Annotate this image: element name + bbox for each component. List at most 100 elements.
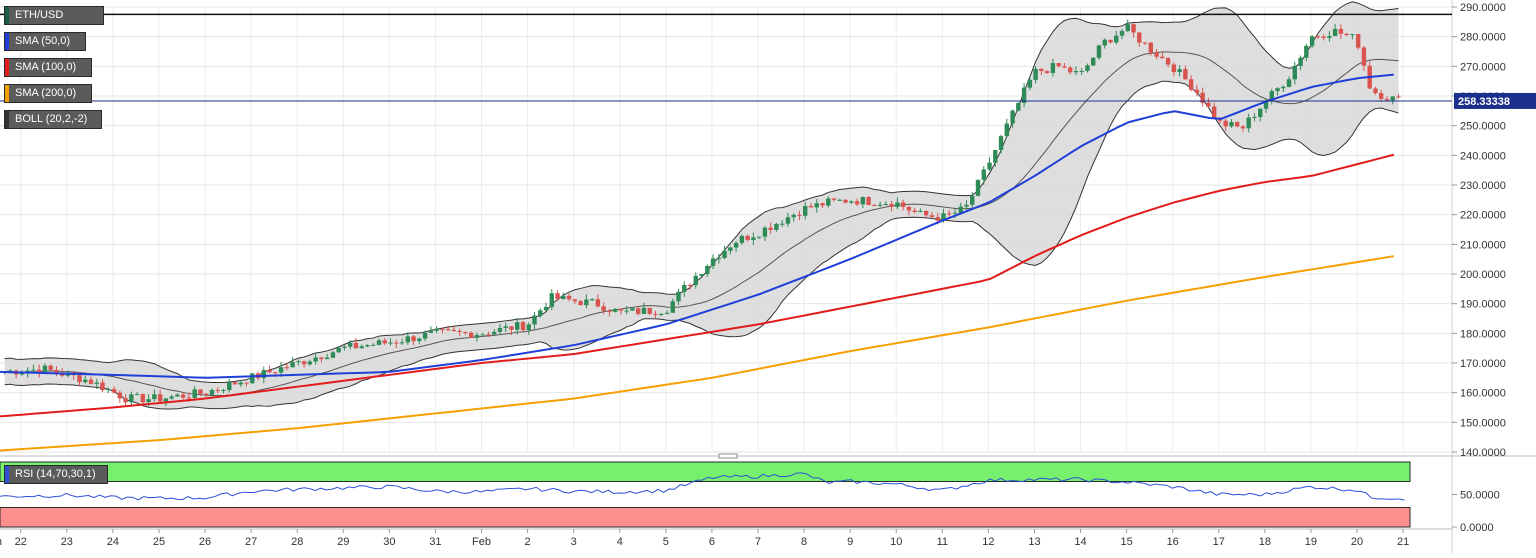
candle-body-163 — [941, 213, 946, 221]
y-tick-label-10: 190.0000 — [1460, 299, 1506, 311]
candle-body-168 — [970, 195, 975, 205]
candle-body-142 — [820, 203, 825, 206]
candle-body-205 — [1183, 69, 1188, 80]
candle-body-42 — [244, 382, 249, 384]
candle-body-1 — [8, 370, 13, 372]
candle-body-90 — [520, 322, 526, 331]
candle-body-119 — [687, 284, 693, 286]
candle-body-149 — [860, 197, 866, 205]
candle-body-21 — [123, 398, 128, 403]
candle-body-115 — [664, 312, 670, 314]
x-tick-label-24: 14 — [1074, 536, 1086, 548]
legend-ethusd[interactable]: ETH/USD — [4, 6, 104, 25]
candle-body-225 — [1298, 57, 1303, 66]
candle-body-63 — [365, 345, 370, 347]
candle-body-218 — [1258, 108, 1263, 118]
candle-body-177 — [1021, 87, 1027, 103]
candle-body-109 — [630, 308, 635, 311]
last-price-badge — [1454, 92, 1536, 109]
candle-body-40 — [232, 382, 238, 385]
candle-body-103 — [595, 299, 601, 307]
candle-body-25 — [146, 399, 151, 403]
candle-body-62 — [359, 346, 364, 349]
candle-body-106 — [612, 308, 618, 312]
candle-body-48 — [278, 367, 284, 373]
candle-body-31 — [180, 394, 186, 398]
candle-body-148 — [854, 201, 860, 205]
candle-body-113 — [653, 313, 658, 315]
candle-body-83 — [480, 334, 485, 336]
candle-body-107 — [618, 308, 624, 311]
candle-body-104 — [601, 306, 606, 311]
candle-body-187 — [1079, 70, 1084, 72]
candle-body-60 — [347, 342, 353, 347]
x-tick-label-2: 23 — [61, 536, 73, 548]
candle-body-38 — [221, 390, 226, 392]
candle-body-207 — [1194, 89, 1200, 93]
candle-body-178 — [1027, 79, 1033, 88]
candle-body-95 — [549, 293, 554, 307]
candle-body-100 — [578, 301, 583, 306]
candle-body-22 — [129, 394, 134, 403]
candle-body-15 — [88, 379, 94, 384]
candle-body-3 — [19, 372, 25, 375]
candle-body-180 — [1039, 68, 1044, 72]
candle-body-204 — [1177, 69, 1182, 73]
candle-body-51 — [296, 361, 301, 363]
y-tick-label-1: 280.0000 — [1460, 32, 1506, 44]
bollinger-lower-line — [4, 80, 1399, 410]
candle-body-108 — [624, 310, 629, 312]
candle-body-176 — [1016, 102, 1021, 111]
legend-sma50[interactable]: SMA (50,0) — [4, 32, 86, 51]
candle-body-35 — [204, 393, 209, 395]
candle-body-155 — [895, 202, 900, 207]
legend-sma100[interactable]: SMA (100,0) — [4, 58, 92, 77]
candle-body-8 — [48, 365, 53, 370]
legend-sma200[interactable]: SMA (200,0) — [4, 84, 92, 103]
x-tick-label-26: 16 — [1167, 536, 1179, 548]
candle-body-146 — [843, 199, 848, 203]
candle-body-195 — [1125, 24, 1130, 32]
candle-body-130 — [751, 237, 756, 240]
candle-body-112 — [647, 307, 652, 314]
x-tick-label-10: 31 — [429, 536, 441, 548]
candle-body-26 — [152, 394, 157, 400]
candle-body-9 — [54, 369, 59, 374]
candle-body-171 — [987, 162, 992, 170]
x-tick-label-31: 21 — [1397, 536, 1409, 548]
panel-resize-handle — [718, 453, 738, 459]
legend-label-boll: BOLL (20,2,-2) — [15, 113, 88, 125]
candle-body-14 — [83, 379, 88, 383]
candle-body-200 — [1154, 52, 1159, 57]
candle-body-110 — [635, 308, 641, 314]
candle-body-50 — [290, 362, 295, 368]
candle-body-76 — [440, 328, 445, 330]
legend-boll[interactable]: BOLL (20,2,-2) — [4, 110, 102, 129]
y-tick-label-15: 140.0000 — [1460, 447, 1506, 459]
x-tick-label-28: 18 — [1259, 536, 1271, 548]
legend-label-ethusd: ETH/USD — [15, 9, 64, 21]
candle-body-75 — [434, 328, 439, 331]
x-tick-label-25: 15 — [1120, 536, 1132, 548]
candle-body-30 — [175, 394, 180, 397]
candle-body-124 — [716, 257, 722, 259]
candle-body-166 — [958, 206, 963, 213]
candle-body-126 — [728, 247, 733, 251]
candle-body-197 — [1137, 32, 1142, 43]
candle-body-162 — [935, 217, 940, 221]
legend-rsi[interactable]: RSI (14,70,30,1) — [4, 465, 108, 484]
candle-body-191 — [1102, 39, 1107, 46]
candle-body-55 — [319, 357, 324, 360]
candle-body-143 — [826, 198, 831, 206]
x-tick-label-6: 27 — [245, 536, 257, 548]
candle-body-65 — [376, 340, 382, 345]
candle-body-13 — [77, 375, 82, 383]
x-tick-label-7: 28 — [291, 536, 303, 548]
candle-body-182 — [1050, 63, 1056, 74]
candle-body-93 — [538, 310, 543, 316]
candle-body-88 — [509, 326, 514, 330]
candle-body-105 — [607, 310, 612, 312]
candle-body-28 — [163, 398, 169, 402]
candle-body-34 — [198, 389, 203, 394]
